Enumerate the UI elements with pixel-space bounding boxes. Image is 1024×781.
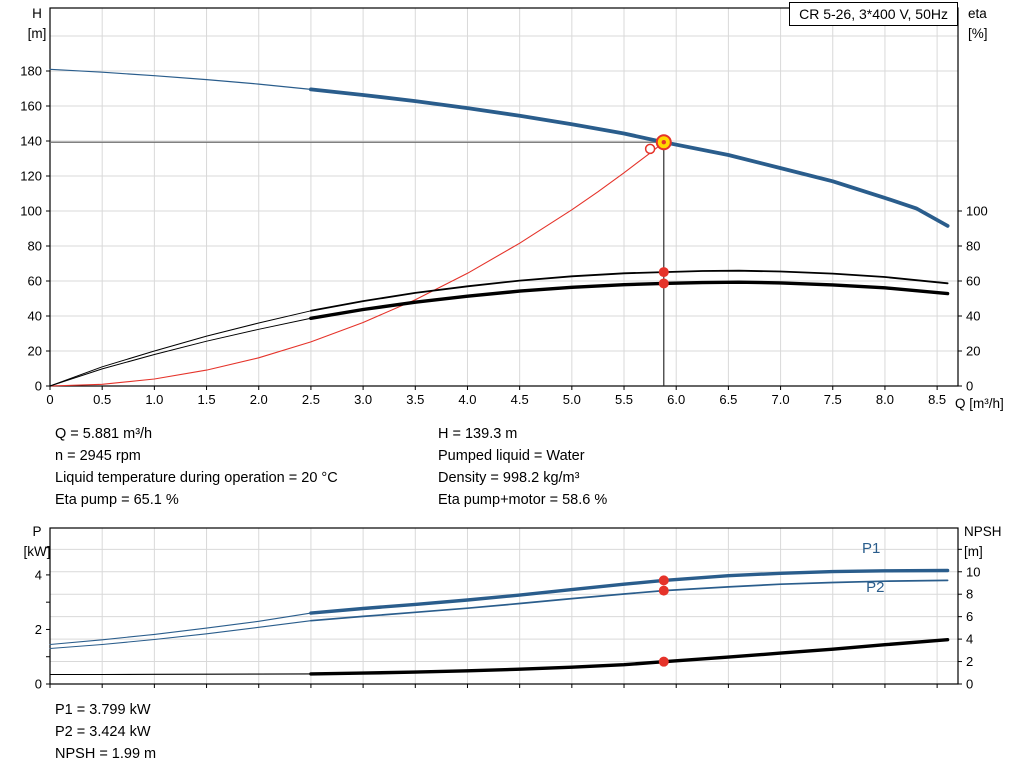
info-line-temp: Liquid temperature during operation = 20… <box>55 470 338 486</box>
npsh-point <box>658 656 669 667</box>
x-tick-label: 8.0 <box>876 392 894 407</box>
y-left-tick-label: 180 <box>20 64 42 79</box>
eta-axis-label: eta [%] <box>968 4 1014 44</box>
y-left-tick-label: 120 <box>20 169 42 184</box>
h-axis-name: H <box>32 6 42 21</box>
info-line-p1: P1 = 3.799 kW <box>55 702 151 718</box>
x-tick-label: 4.0 <box>458 392 476 407</box>
p1-curve <box>309 568 950 615</box>
plot-frame <box>49 527 959 685</box>
info-line-h: H = 139.3 m <box>438 426 518 442</box>
eta-pump-motor-curve <box>49 317 312 387</box>
p1-point <box>658 575 669 586</box>
y-right-tick-label: 2 <box>966 654 973 669</box>
system-curve <box>49 141 665 387</box>
y-left-tick-label: 0 <box>35 379 42 394</box>
duty-info-column-1: Q = 5.881 m³/h n = 2945 rpm Liquid tempe… <box>55 423 338 511</box>
info-line-density: Density = 998.2 kg/m³ <box>438 470 580 486</box>
y-left-tick-label: 100 <box>20 204 42 219</box>
y-left-tick-label: 20 <box>28 344 42 359</box>
eta-pump-curve <box>309 269 949 312</box>
y-left-tick-label: 60 <box>28 274 42 289</box>
p-axis-unit: [kW] <box>23 544 51 559</box>
curve-label-p2: P2 <box>866 579 884 596</box>
x-tick-label: 2.0 <box>250 392 268 407</box>
h-axis-unit: [m] <box>27 26 47 41</box>
duty-point-center <box>661 140 666 145</box>
y-right-tick-label: 8 <box>966 587 973 602</box>
y-left-tick-label: 160 <box>20 99 42 114</box>
y-left-tick-label: 80 <box>28 239 42 254</box>
y-right-tick-label: 4 <box>966 632 973 647</box>
info-line-eta-tot: Eta pump+motor = 58.6 % <box>438 492 608 508</box>
y-right-tick-label: 0 <box>966 677 973 692</box>
eta-axis-unit: [%] <box>968 26 988 41</box>
x-tick-label: 1.0 <box>145 392 163 407</box>
npsh-curve <box>309 638 950 676</box>
p1-curve <box>49 612 312 646</box>
y-left-tick-label: 2 <box>35 622 42 637</box>
y-left-tick-label: 40 <box>28 309 42 324</box>
plot-frame <box>49 7 959 387</box>
x-tick-label: 1.5 <box>198 392 216 407</box>
y-right-tick-label: 0 <box>966 379 973 394</box>
x-tick-label: 5.5 <box>615 392 633 407</box>
y-right-tick-label: 80 <box>966 239 980 254</box>
p-axis-label: P [kW] <box>14 522 60 562</box>
y-right-tick-label: 20 <box>966 344 980 359</box>
y-left-tick-label: 140 <box>20 134 42 149</box>
p2-point <box>658 585 669 596</box>
npsh-axis-name: NPSH <box>964 524 1002 539</box>
pump-curve-h <box>49 68 312 91</box>
duty-info-column-2: H = 139.3 m Pumped liquid = Water Densit… <box>438 423 607 511</box>
rated-point <box>644 143 656 155</box>
npsh-curve <box>49 673 312 676</box>
curve-label-p1: P1 <box>862 540 880 557</box>
info-line-p2: P2 = 3.424 kW <box>55 724 151 740</box>
y-right-tick-label: 100 <box>966 204 988 219</box>
y-right-tick-label: 10 <box>966 564 980 579</box>
eta-axis-name: eta <box>968 6 987 21</box>
x-tick-label: 6.5 <box>719 392 737 407</box>
x-tick-label: 0 <box>46 392 53 407</box>
y-right-tick-label: 60 <box>966 274 980 289</box>
info-line-npsh: NPSH = 1.99 m <box>55 746 157 762</box>
y-right-tick-label: 40 <box>966 309 980 324</box>
eta-pump-point <box>658 267 669 278</box>
x-tick-label: 3.0 <box>354 392 372 407</box>
x-tick-label: 5.0 <box>563 392 581 407</box>
x-tick-label: 7.5 <box>824 392 842 407</box>
x-tick-label: 2.5 <box>302 392 320 407</box>
info-line-eta: Eta pump = 65.1 % <box>55 492 179 508</box>
y-left-tick-label: 4 <box>35 567 42 582</box>
info-line-liquid: Pumped liquid = Water <box>438 448 585 464</box>
eta-pump-motor-curve <box>309 280 950 320</box>
y-right-tick-label: 6 <box>966 609 973 624</box>
x-tick-label: 0.5 <box>93 392 111 407</box>
x-tick-label: 3.5 <box>406 392 424 407</box>
y-left-tick-label: 0 <box>35 677 42 692</box>
p-axis-name: P <box>32 524 42 539</box>
pump-title-box: CR 5-26, 3*400 V, 50Hz <box>789 2 958 26</box>
power-info-block: P1 = 3.799 kW P2 = 3.424 kW NPSH = 1.99 … <box>55 699 156 765</box>
q-axis-label: Q [m³/h] <box>955 396 1004 411</box>
info-line-q: Q = 5.881 m³/h <box>55 426 153 442</box>
eta-pump-motor-point <box>658 278 669 289</box>
info-line-n: n = 2945 rpm <box>55 448 141 464</box>
x-tick-label: 4.5 <box>511 392 529 407</box>
p2-curve <box>49 620 312 650</box>
pump-curve-h <box>308 87 950 228</box>
npsh-axis-label: NPSH [m] <box>964 522 1022 562</box>
eta-pump-curve <box>49 310 312 387</box>
x-tick-label: 7.0 <box>772 392 790 407</box>
x-tick-label: 8.5 <box>928 392 946 407</box>
npsh-axis-unit: [m] <box>964 544 983 559</box>
x-tick-label: 6.0 <box>667 392 685 407</box>
h-axis-label: H [m] <box>14 4 60 44</box>
p2-curve <box>310 579 949 622</box>
